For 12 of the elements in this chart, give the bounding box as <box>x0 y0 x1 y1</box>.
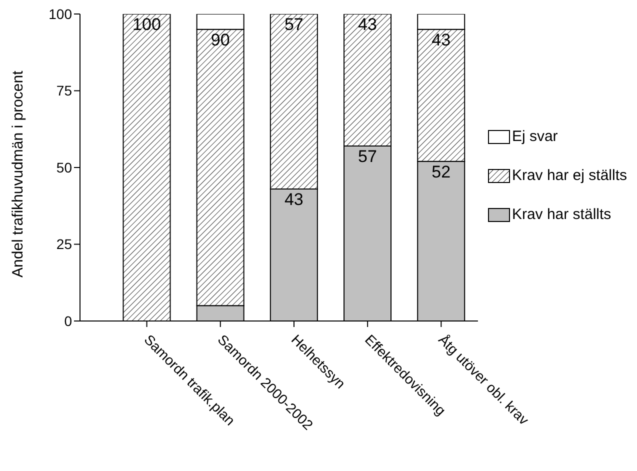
y-tick-label: 75 <box>56 82 72 99</box>
y-tick-label: 50 <box>56 159 72 176</box>
data-label: 43 <box>284 190 304 209</box>
y-tick-label: 25 <box>56 236 72 252</box>
y-tick-label: 100 <box>48 6 72 22</box>
y-tick-label: 0 <box>64 312 72 329</box>
data-label: 57 <box>358 147 377 166</box>
legend-label: Ej svar <box>512 128 558 145</box>
data-label: 52 <box>432 162 451 182</box>
legend-label: Krav har ställts <box>512 206 612 223</box>
legend-label: Krav har ej ställts <box>512 167 627 184</box>
y-axis-title: Andel trafikhuvudmän i procent <box>9 70 26 278</box>
